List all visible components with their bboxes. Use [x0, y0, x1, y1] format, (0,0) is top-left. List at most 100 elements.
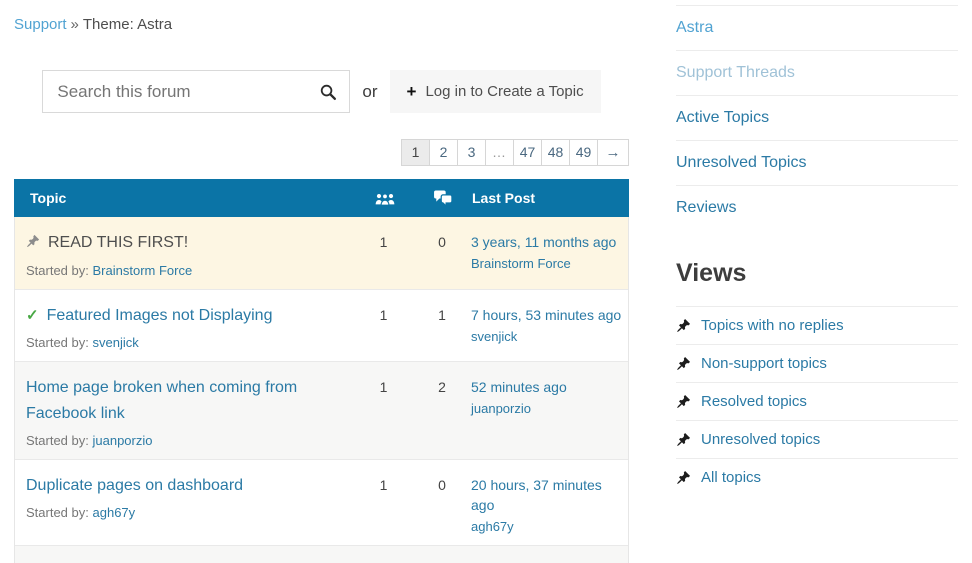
main-content: Support»Theme: Astra or + Log in to Crea… — [14, 0, 629, 563]
topic-row: Duplicate pages on dashboard Started by:… — [15, 459, 628, 545]
pagination: 1 2 3 … 47 48 49 → — [14, 139, 629, 166]
page-number[interactable]: 49 — [569, 139, 598, 166]
view-label: All topics — [701, 469, 762, 486]
speech-bubbles-icon — [433, 189, 453, 207]
search-box — [42, 70, 351, 113]
search-button[interactable] — [307, 71, 349, 112]
replies-count: 0 — [413, 559, 471, 563]
topic-title-link[interactable]: READ THIS FIRST! — [26, 230, 334, 257]
people-icon — [375, 191, 395, 206]
author-link[interactable]: agh67y — [92, 505, 136, 520]
topic-title-link[interactable]: Duplicate pages on dashboard — [26, 477, 244, 494]
topic-cell: Duplicate pages on dashboard Started by:… — [15, 473, 354, 534]
view-topics-no-replies[interactable]: Topics with no replies — [676, 306, 958, 344]
started-by-label: Started by: — [26, 335, 89, 350]
page-number[interactable]: 3 — [457, 139, 486, 166]
freshness-link[interactable]: 52 minutes ago — [471, 379, 567, 395]
pushpin-icon — [676, 432, 691, 447]
started-by-label: Started by: — [26, 505, 89, 520]
breadcrumb-support-link[interactable]: Support — [14, 16, 67, 33]
sidebar-item-reviews[interactable]: Reviews — [676, 185, 958, 230]
sidebar-item-support-threads[interactable]: Support Threads — [676, 50, 958, 95]
view-label: Unresolved topics — [701, 431, 821, 448]
freshness-link[interactable]: 7 hours, 53 minutes ago — [471, 307, 622, 323]
freshness-link[interactable]: 3 years, 11 months ago — [471, 234, 617, 250]
page-ellipsis: … — [485, 139, 514, 166]
last-post-cell: 21 hours, 57 minutes ago Salar Karimi Za… — [471, 559, 628, 563]
voices-count: 1 — [379, 379, 388, 395]
topic-title-link[interactable]: Home page broken when coming from Facebo… — [26, 379, 298, 422]
pushpin-icon — [676, 318, 691, 333]
started-by: Started by: agh67y — [26, 505, 334, 520]
started-by-label: Started by: — [26, 433, 89, 448]
author-link[interactable]: Brainstorm Force — [92, 263, 193, 278]
topic-title-text: READ THIS FIRST! — [48, 234, 189, 251]
last-post-column-header: Last Post — [472, 190, 536, 206]
pushpin-icon — [676, 394, 691, 409]
breadcrumb-separator: » — [70, 16, 79, 33]
topic-table: Topic — [14, 179, 629, 563]
sidebar-item-astra[interactable]: Astra — [676, 5, 958, 50]
replies-count: 0 — [438, 234, 446, 250]
replies-count: 2 — [438, 379, 446, 395]
started-by: Started by: svenjick — [26, 335, 334, 350]
topic-cell: Home page broken when coming from Facebo… — [15, 375, 354, 448]
view-unresolved-topics[interactable]: Unresolved topics — [676, 420, 958, 458]
voices-count: 1 — [379, 477, 388, 493]
breadcrumb-current: Theme: Astra — [82, 16, 173, 33]
pushpin-icon — [26, 231, 40, 257]
last-post-cell: 52 minutes ago juanporzio — [471, 375, 628, 448]
last-poster-link[interactable]: svenjick — [471, 329, 518, 344]
started-by: Started by: Brainstorm Force — [26, 263, 334, 278]
topic-cell: Astra theme shows Fatal Error on PHP 8.0… — [15, 559, 354, 563]
voices-count: 1 — [379, 234, 388, 250]
page-number-current: 1 — [401, 139, 430, 166]
page-number[interactable]: 48 — [541, 139, 570, 166]
last-post-cell: 20 hours, 37 minutes ago agh67y — [471, 473, 628, 534]
view-label: Topics with no replies — [701, 317, 844, 334]
freshness-link[interactable]: 20 hours, 37 minutes ago — [471, 477, 602, 513]
topic-cell: ✓ Featured Images not Displaying Started … — [15, 303, 354, 350]
topic-row: ✓ Featured Images not Displaying Started … — [15, 289, 628, 361]
replies-count: 0 — [438, 477, 446, 493]
search-input[interactable] — [43, 81, 308, 102]
replies-column-header — [414, 189, 472, 207]
table-header: Topic — [14, 179, 629, 217]
search-row: or + Log in to Create a Topic — [14, 70, 629, 113]
plus-icon: + — [406, 81, 417, 101]
last-poster-link[interactable]: juanporzio — [471, 401, 531, 416]
sidebar-item-unresolved-topics[interactable]: Unresolved Topics — [676, 140, 958, 185]
voices-column-header — [355, 191, 414, 206]
sidebar: Astra Support Threads Active Topics Unre… — [676, 0, 958, 496]
author-link[interactable]: juanporzio — [92, 433, 153, 448]
pushpin-icon — [676, 470, 691, 485]
page-number[interactable]: 47 — [513, 139, 542, 166]
views-heading: Views — [676, 259, 747, 287]
breadcrumb: Support» Theme: Astra — [14, 16, 629, 33]
last-poster-link[interactable]: Brainstorm Force — [471, 256, 571, 271]
view-all-topics[interactable]: All topics — [676, 458, 958, 496]
view-resolved-topics[interactable]: Resolved topics — [676, 382, 958, 420]
started-by-label: Started by: — [26, 263, 89, 278]
topic-title-link[interactable]: Astra theme shows Fatal Error on PHP 8.0 — [26, 559, 334, 563]
or-label: or — [362, 81, 378, 101]
view-non-support-topics[interactable]: Non-support topics — [676, 344, 958, 382]
views-list: Topics with no replies Non-support topic… — [676, 306, 958, 496]
started-by: Started by: juanporzio — [26, 433, 334, 448]
last-post-cell: 3 years, 11 months ago Brainstorm Force — [471, 230, 628, 278]
next-page-arrow[interactable]: → — [597, 139, 629, 166]
pushpin-icon — [676, 356, 691, 371]
sidebar-item-active-topics[interactable]: Active Topics — [676, 95, 958, 140]
voices-count: 1 — [354, 559, 413, 563]
last-poster-link[interactable]: agh67y — [471, 519, 514, 534]
login-create-topic-button[interactable]: + Log in to Create a Topic — [389, 70, 601, 113]
topic-cell: READ THIS FIRST! Started by: Brainstorm … — [15, 230, 354, 278]
author-link[interactable]: svenjick — [92, 335, 139, 350]
view-label: Non-support topics — [701, 355, 827, 372]
resolved-check-icon: ✓ — [26, 307, 39, 324]
topic-title-text: Featured Images not Displaying — [46, 307, 273, 324]
page-number[interactable]: 2 — [429, 139, 458, 166]
login-create-topic-label: Log in to Create a Topic — [425, 83, 584, 100]
last-post-cell: 7 hours, 53 minutes ago svenjick — [471, 303, 628, 350]
topic-title-link[interactable]: ✓ Featured Images not Displaying — [26, 303, 334, 329]
